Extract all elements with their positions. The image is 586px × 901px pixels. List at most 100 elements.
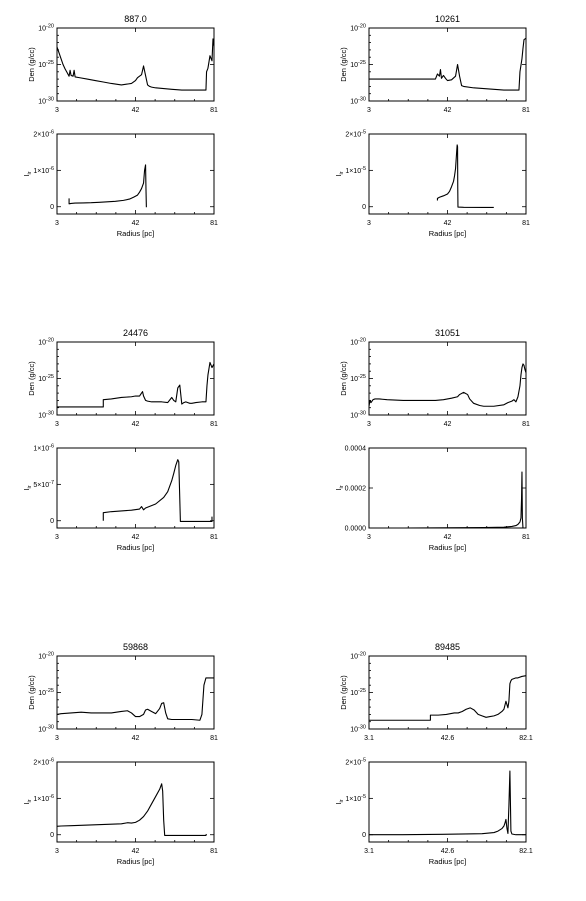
y-tick-label: 10-20 [350,24,366,33]
plot-frame [56,761,215,843]
intensity-panel: 3 42 81 0 1×10-5 2×10-5 Iir Radius [pc] [334,130,530,239]
series-line [369,675,527,721]
x-axis-label: Radius [pc] [429,857,467,866]
y-tick-label: 0 [50,518,54,525]
y-axis-label: Iir [22,485,33,490]
intensity-panel: 3.1 42.6 82.1 0 1×10-5 2×10-5 Iir Radius [pc] [334,758,533,867]
y-tick-label: 0 [50,832,54,839]
x-tick-label: 3.1 [364,848,374,855]
series-line [57,361,215,408]
y-tick-label: 0 [362,832,366,839]
plot-frame [368,655,527,730]
y-tick-label: 2×10-6 [33,758,54,767]
density-panel: 3 42 81 10-20 10-25 10-30 Den (g/cc) [27,24,218,115]
x-tick-label: 3 [55,534,59,541]
density-panel: 3 42 81 10-20 10-25 10-30 Den (g/cc) [27,652,218,743]
plot-frame [368,341,527,416]
x-tick-label: 81 [210,534,218,541]
y-tick-label: 0 [362,204,366,211]
y-axis-label: Iir [334,485,345,490]
series-line [436,144,494,208]
y-axis-label: Den (g/cc) [27,675,36,710]
plot-frame [56,447,215,529]
x-axis-label: Radius [pc] [117,857,155,866]
plot-frame [368,133,527,215]
x-tick-label: 3 [55,421,59,428]
y-tick-label: 10-30 [350,97,366,106]
y-tick-label: 10-25 [38,688,54,697]
x-tick-label: 81 [522,534,530,541]
y-tick-label: 10-20 [350,652,366,661]
chart-2: 10261 3 42 81 10-20 10-25 10-30 Den (g/cc) 3 42 81… [334,14,530,238]
x-tick-label: 42 [132,220,140,227]
x-tick-label: 81 [210,421,218,428]
intensity-panel: 3 42 81 0 1×10-6 2×10-6 Iir Radius [pc] [22,130,218,239]
y-tick-label: 10-20 [350,338,366,347]
x-tick-label: 42 [444,421,452,428]
density-panel: 3 42 81 10-20 10-25 10-30 Den (g/cc) [339,24,530,115]
y-tick-label: 10-20 [38,24,54,33]
x-tick-label: 42 [444,534,452,541]
y-axis-label: Iir [22,171,33,176]
chart-3: 24476 3 42 81 10-20 10-25 10-30 Den (g/cc) 3 42 81… [22,328,218,552]
density-panel: 3.1 42.6 82.1 10-20 10-25 10-30 Den (g/cc) [339,652,533,743]
chart-title: 89485 [435,642,460,652]
y-tick-label: 2×10-6 [33,130,54,139]
y-tick-label: 10-30 [350,411,366,420]
x-tick-label: 3 [55,735,59,742]
chart-title: 59868 [123,642,148,652]
y-tick-label: 5×10-7 [33,480,54,489]
x-tick-label: 42.6 [441,848,455,855]
y-axis-label: Den (g/cc) [339,675,348,710]
x-tick-label: 42 [444,220,452,227]
y-axis-label: Iir [334,799,345,804]
y-tick-label: 10-25 [350,688,366,697]
y-tick-label: 10-30 [38,411,54,420]
y-tick-label: 0.0002 [345,486,367,493]
chart-title: 24476 [123,328,148,338]
plot-frame [56,133,215,215]
x-tick-label: 81 [210,735,218,742]
intensity-panel: 3 42 81 0.0000 0.0002 0.0004 Iir Radius [pc] [334,446,530,553]
x-tick-label: 3 [55,107,59,114]
y-tick-label: 2×10-5 [345,758,366,767]
y-axis-label: Den (g/cc) [27,47,36,82]
x-tick-label: 3 [367,421,371,428]
y-tick-label: 1×10-6 [33,794,54,803]
x-tick-label: 3 [367,107,371,114]
y-axis-label: Iir [334,171,345,176]
series-line [56,677,214,721]
series-line [369,37,527,91]
x-tick-label: 42.6 [441,735,455,742]
y-axis-label: Den (g/cc) [27,361,36,396]
y-tick-label: 0 [50,204,54,211]
series-line [68,164,147,208]
x-tick-label: 81 [210,848,218,855]
series-line [56,783,207,837]
y-tick-label: 0.0000 [345,526,367,533]
x-tick-label: 81 [522,421,530,428]
x-tick-label: 3 [367,220,371,227]
x-tick-label: 3 [55,848,59,855]
y-tick-label: 10-30 [38,97,54,106]
x-tick-label: 3 [55,220,59,227]
intensity-panel: 3 42 81 0 1×10-6 2×10-6 Iir Radius [pc] [22,758,218,867]
series-line [368,363,527,407]
x-axis-label: Radius [pc] [429,543,467,552]
plot-frame [368,761,527,843]
y-tick-label: 10-25 [350,374,366,383]
y-tick-label: 10-30 [38,725,54,734]
series-line [56,38,215,91]
x-tick-label: 3.1 [364,735,374,742]
x-tick-label: 42 [132,421,140,428]
x-tick-label: 42 [132,107,140,114]
y-tick-label: 10-30 [350,725,366,734]
series-line [369,770,526,836]
density-panel: 3 42 81 10-20 10-25 10-30 Den (g/cc) [339,338,530,429]
x-tick-label: 81 [210,220,218,227]
series-line [369,471,526,529]
plot-frame [56,655,215,730]
x-tick-label: 82.1 [519,848,533,855]
chart-1: 887.0 3 42 81 10-20 10-25 10-30 Den (g/cc) 3 42 81… [22,14,218,238]
y-tick-label: 1×10-6 [33,444,54,453]
